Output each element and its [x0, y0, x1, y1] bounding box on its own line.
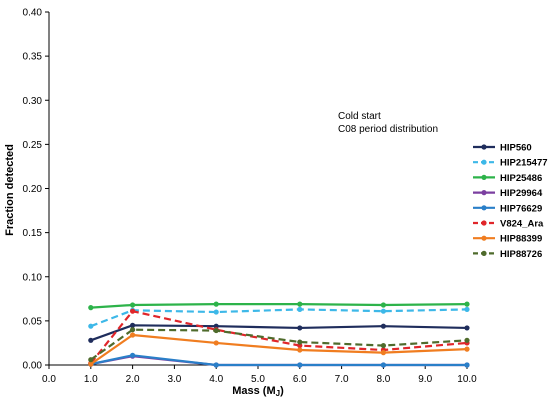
- data-point: [297, 347, 303, 353]
- data-point: [88, 305, 94, 311]
- series-line-hip215477: [90, 308, 468, 328]
- legend: HIP560 HIP215477 HIP25486 HIP29964 HIP76629 V…: [473, 143, 548, 260]
- series-hip88726: [88, 327, 470, 363]
- y-tick-label: 0.00: [23, 361, 43, 372]
- x-tick-label: 8.0: [376, 374, 390, 385]
- data-point: [130, 322, 136, 328]
- legend-item-hip76629: HIP76629: [473, 203, 542, 214]
- data-point: [297, 306, 303, 313]
- legend-label: HIP88726: [500, 249, 542, 260]
- data-point: [88, 337, 94, 343]
- series-line-hip560: [90, 324, 468, 342]
- data-point: [297, 325, 303, 331]
- series-line-v824-ara: [89, 310, 468, 364]
- legend-marker: [481, 159, 487, 165]
- legend-label: HIP560: [500, 143, 532, 154]
- x-tick-label: 6.0: [293, 374, 307, 385]
- legend-label: V824_Ara: [500, 219, 544, 230]
- data-point: [464, 346, 470, 352]
- x-tick-label: 2.0: [126, 374, 140, 385]
- data-point: [130, 332, 136, 338]
- legend-marker: [481, 174, 487, 180]
- x-tick-label: 1.0: [84, 374, 98, 385]
- y-tick-label: 0.15: [23, 228, 43, 239]
- data-point: [297, 362, 303, 368]
- data-point: [380, 302, 386, 308]
- data-point: [380, 308, 386, 314]
- data-point: [88, 357, 94, 363]
- legend-marker: [481, 235, 487, 241]
- series-hip560: [88, 322, 470, 343]
- legend-item-hip88399: HIP88399: [473, 234, 542, 245]
- y-tick-label: 0.30: [23, 96, 43, 107]
- y-tick-label: 0.25: [23, 140, 43, 151]
- data-point: [464, 325, 470, 331]
- legend-label: HIP29964: [500, 188, 543, 199]
- data-point: [297, 301, 303, 307]
- data-point: [130, 327, 136, 333]
- y-tick-label: 0.20: [23, 184, 43, 195]
- annotation-line-2: C08 period distribution: [338, 124, 438, 135]
- series-line-hip88726: [90, 328, 468, 361]
- legend-marker: [481, 205, 487, 211]
- x-tick-label: 0.0: [42, 374, 56, 385]
- data-point: [88, 323, 94, 329]
- legend-label: HIP88399: [500, 234, 542, 245]
- legend-marker: [481, 190, 487, 196]
- x-tick-label: 9.0: [418, 374, 432, 385]
- series-layer: [88, 301, 470, 368]
- data-point: [297, 339, 303, 345]
- data-point: [213, 327, 219, 334]
- x-tick-label: 3.0: [167, 374, 181, 385]
- x-axis-label: Mass (MJ): [232, 385, 284, 398]
- data-point: [464, 306, 470, 313]
- data-point: [380, 323, 386, 329]
- series-hip88399: [88, 332, 470, 367]
- legend-label: HIP25486: [500, 173, 542, 184]
- data-point: [213, 309, 219, 315]
- legend-item-hip88726: HIP88726: [473, 249, 542, 260]
- data-point: [130, 352, 136, 358]
- data-point: [464, 362, 470, 368]
- legend-marker: [481, 250, 487, 256]
- y-ticks: 0.00 0.05 0.10 0.15 0.20 0.25 0.30 0.35 0.40: [23, 8, 49, 372]
- data-point: [88, 361, 94, 367]
- legend-label: HIP215477: [500, 158, 548, 169]
- data-point: [380, 342, 386, 349]
- legend-item-hip215477: HIP215477: [473, 158, 548, 169]
- data-point: [213, 362, 219, 368]
- series-line-hip25486: [90, 303, 468, 309]
- x-ticks: 0.0 1.0 2.0 3.0 4.0 5.0 6.0 7.0 8.0 9.0 10.0: [42, 365, 477, 385]
- x-tick-label: 4.0: [209, 374, 223, 385]
- data-point: [380, 362, 386, 368]
- y-axis-label: Fraction detected: [4, 144, 16, 236]
- legend-item-hip25486: HIP25486: [473, 173, 542, 184]
- legend-label: HIP76629: [500, 203, 542, 214]
- series-line-hip88399: [90, 333, 468, 366]
- annotation-line-1: Cold start: [338, 111, 381, 122]
- x-tick-label: 7.0: [335, 374, 349, 385]
- x-tick-label: 5.0: [251, 374, 265, 385]
- data-point: [130, 308, 136, 314]
- series-line-hip76629: [90, 354, 467, 367]
- y-tick-label: 0.35: [23, 52, 43, 63]
- series-hip25486: [88, 301, 470, 311]
- y-tick-label: 0.40: [23, 8, 43, 19]
- legend-marker: [481, 220, 487, 226]
- data-point: [380, 350, 386, 356]
- legend-item-hip560: HIP560: [473, 143, 532, 154]
- legend-marker: [481, 144, 487, 150]
- data-point: [213, 340, 219, 346]
- data-point: [213, 301, 219, 307]
- legend-item-hip29964: HIP29964: [473, 188, 543, 199]
- y-tick-label: 0.10: [23, 272, 43, 283]
- data-point: [464, 301, 470, 307]
- plot-area: 0.00 0.05 0.10 0.15 0.20 0.25 0.30 0.35 0.40 0.0…: [23, 8, 478, 386]
- data-point: [464, 337, 470, 343]
- legend-item-v824-ara: V824_Ara: [473, 219, 544, 230]
- y-tick-label: 0.05: [23, 316, 43, 327]
- data-point: [130, 302, 136, 308]
- x-tick-label: 10.0: [457, 374, 477, 385]
